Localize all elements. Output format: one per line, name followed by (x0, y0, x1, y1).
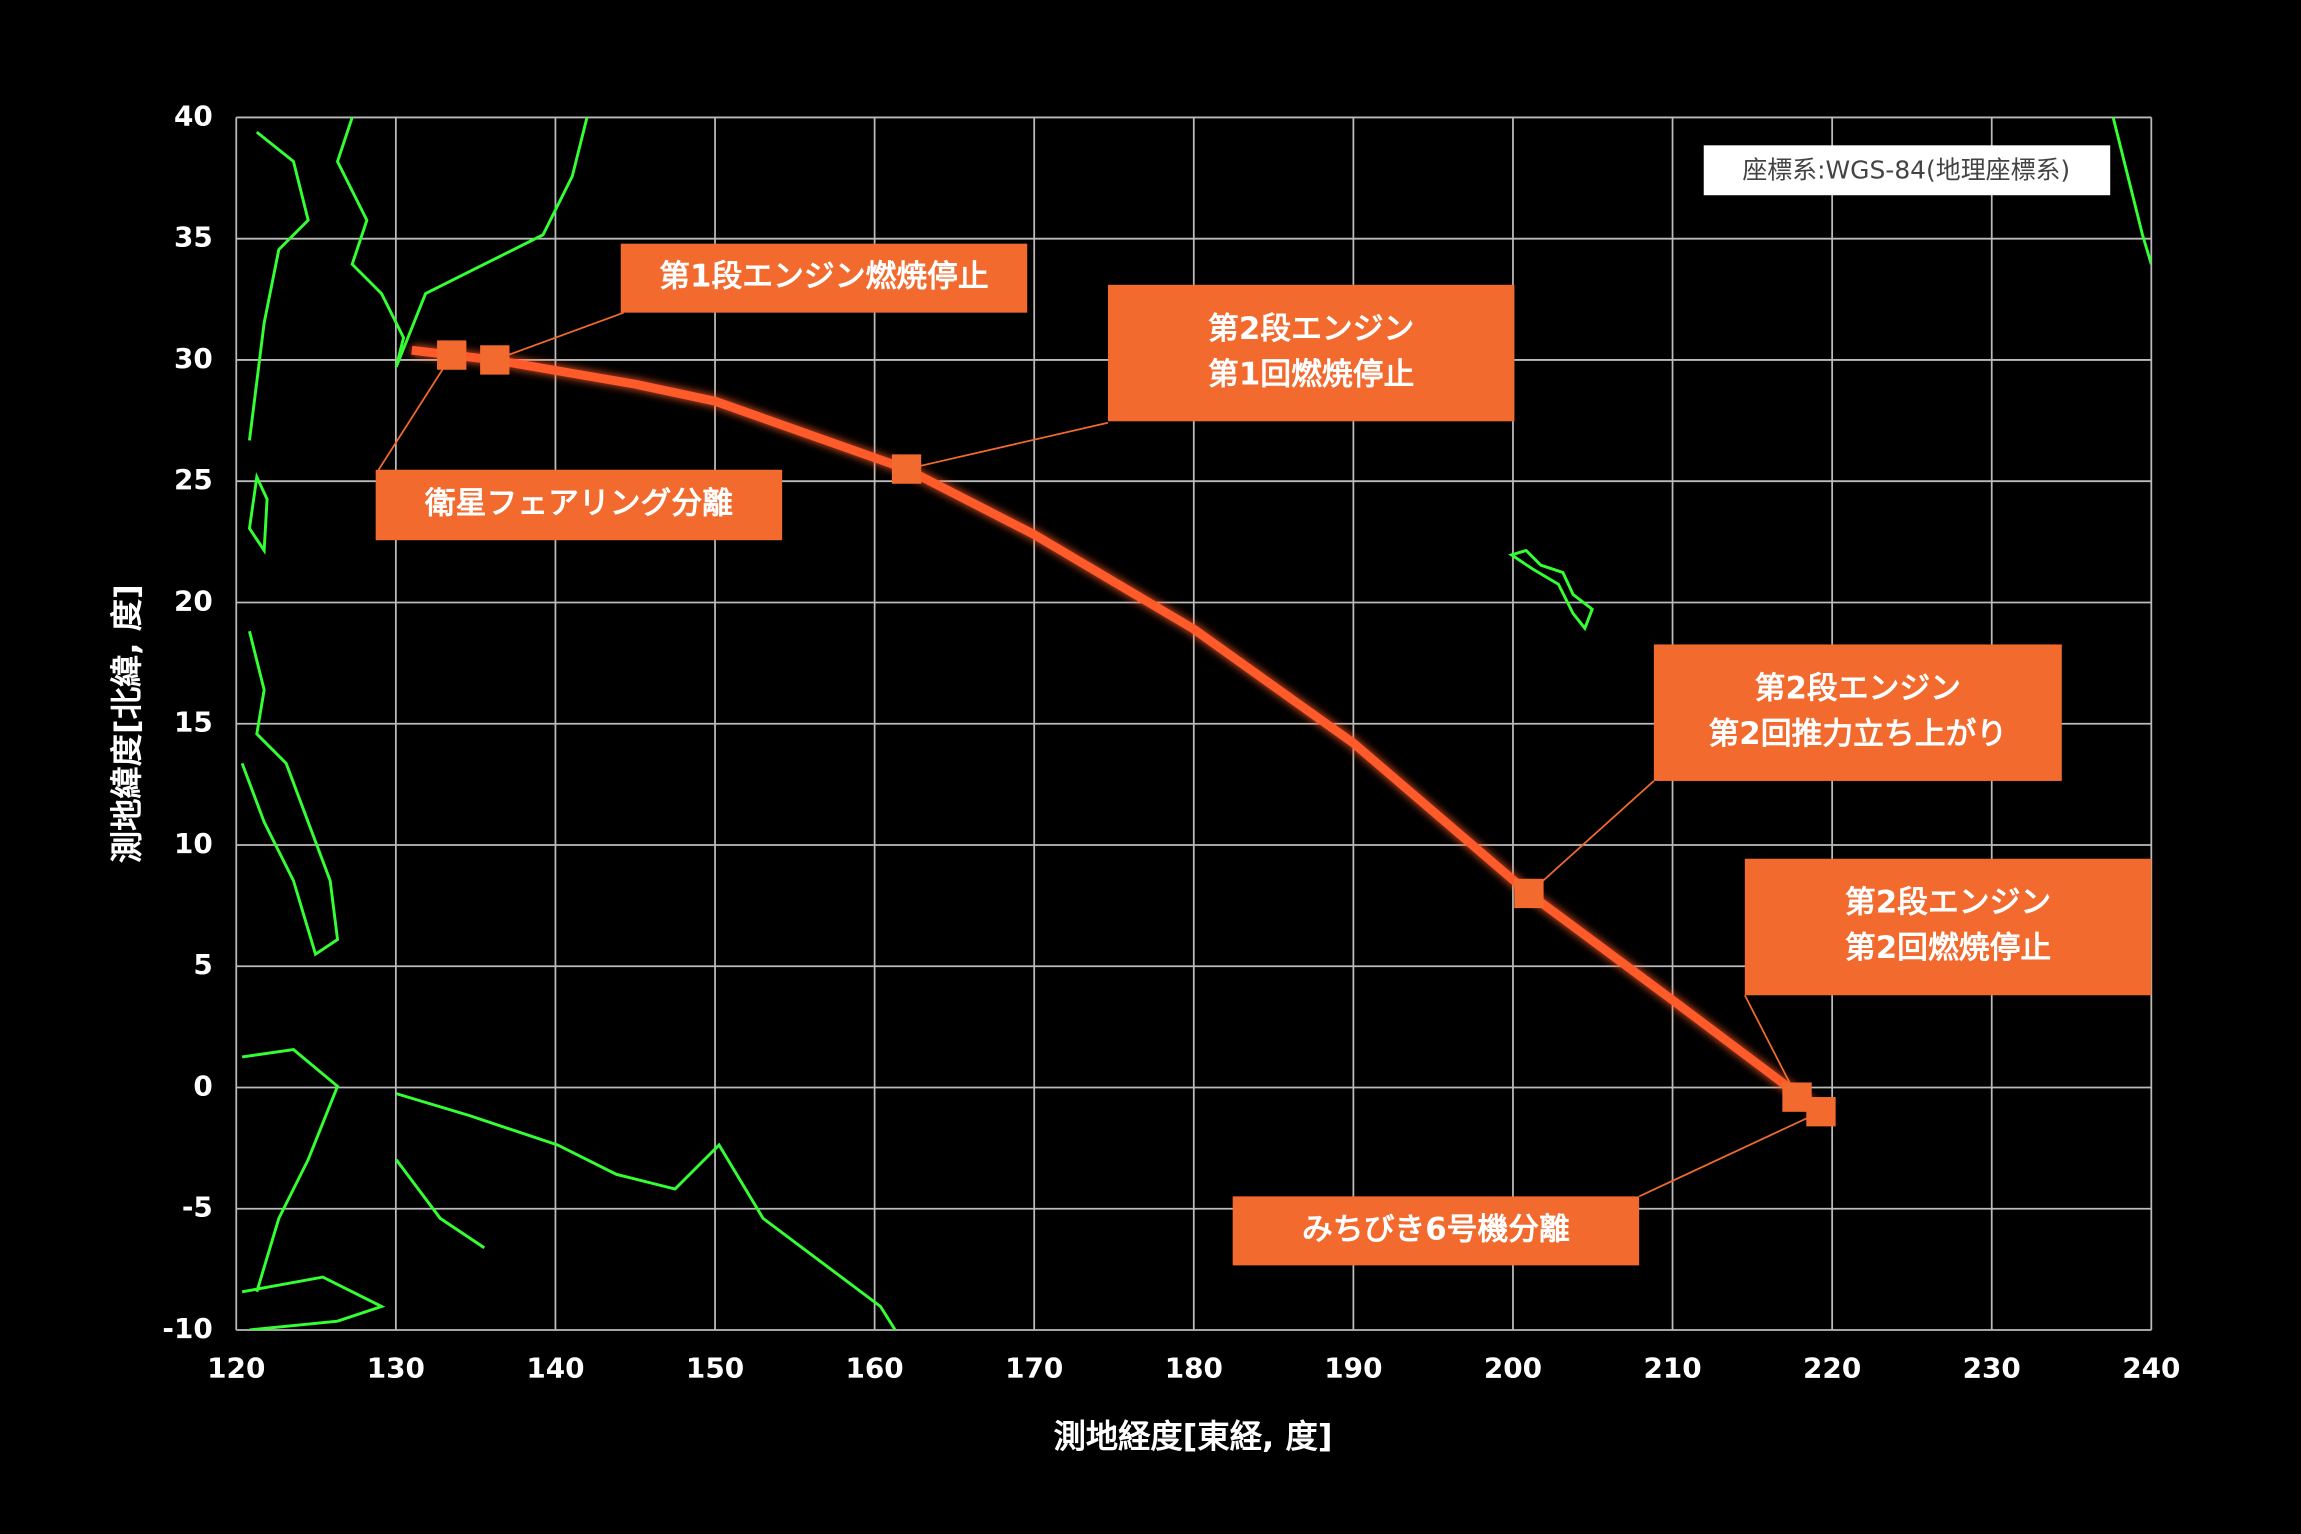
event-marker (437, 340, 467, 370)
y-tick-label: 15 (174, 706, 213, 739)
annotation-box (375, 469, 783, 541)
y-tick-label: 10 (174, 827, 213, 860)
coastline (1508, 548, 1594, 632)
coastline (248, 130, 310, 441)
y-tick-label: 35 (174, 221, 213, 254)
leader-line (377, 354, 453, 471)
y-tick-label: 5 (193, 948, 212, 981)
note: 座標系:WGS-84(地理座標系) (1742, 156, 2070, 185)
coastline (241, 1275, 386, 1330)
annotation-text: 第2段エンジン (1845, 885, 2051, 921)
y-tick-label: -10 (162, 1312, 212, 1345)
event-marker (891, 454, 922, 484)
trajectory (411, 345, 1824, 1116)
leader-line (1638, 1110, 1822, 1198)
x-tick-label: 180 (1165, 1352, 1223, 1385)
annotation-box (1653, 644, 2062, 781)
annotation-text: 衛星フェアリング分離 (424, 485, 733, 521)
annotation-box (1744, 858, 2152, 996)
x-tick-label: 240 (2122, 1352, 2180, 1385)
annotation-box (620, 243, 1028, 313)
x-axis-label: 測地経度[東経, 度] (1054, 1418, 1333, 1456)
x-tick-label: 120 (207, 1352, 265, 1385)
event-marker (1514, 878, 1544, 909)
coastline (2111, 117, 2152, 265)
coastlines (240, 117, 2152, 1330)
coastline (241, 1048, 340, 1293)
annotation-box (1232, 1196, 1640, 1266)
annotation-text: 第1段エンジン燃焼停止 (659, 259, 989, 295)
x-tick-label: 210 (1643, 1352, 1701, 1385)
leader-line (494, 311, 624, 361)
event-marker (480, 345, 510, 375)
x-tick-label: 140 (526, 1352, 584, 1385)
coastline (395, 1092, 897, 1330)
x-tick-label: 200 (1484, 1352, 1542, 1385)
annotation-text: 第2回推力立ち上がり (1708, 716, 2007, 752)
annotation-text: 第2回燃焼停止 (1845, 930, 2051, 966)
y-tick-label: -5 (182, 1191, 213, 1224)
annotation-text: 第2段エンジン (1208, 311, 1414, 347)
y-tick-label: 30 (174, 342, 213, 375)
annotation-text: 第2段エンジン (1755, 670, 1961, 706)
leader-line (1744, 994, 1798, 1098)
y-axis-label: 測地緯度[北緯, 度] (108, 584, 146, 863)
y-tick-label: 25 (174, 463, 213, 496)
x-tick-label: 170 (1005, 1352, 1063, 1385)
event-marker (1806, 1097, 1836, 1127)
coastline (240, 630, 340, 957)
y-tick-label: 20 (174, 584, 213, 617)
y-tick-label: 0 (193, 1069, 212, 1102)
y-tick-label: 40 (174, 99, 213, 132)
x-tick-label: 130 (367, 1352, 425, 1385)
x-tick-label: 190 (1324, 1352, 1382, 1385)
note-box (1703, 145, 2111, 196)
x-tick-label: 160 (846, 1352, 904, 1385)
coastline (247, 471, 269, 555)
annotation-box (1107, 284, 1515, 422)
x-tick-label: 220 (1803, 1352, 1861, 1385)
annotation-text: 第1回燃焼停止 (1208, 356, 1414, 392)
coastline (335, 117, 589, 368)
annotation-text: みちびき6号機分離 (1302, 1211, 1570, 1247)
x-tick-label: 230 (1963, 1352, 2021, 1385)
leader-line (906, 421, 1109, 470)
x-tick-label: 150 (686, 1352, 744, 1385)
leader-line (1528, 780, 1655, 895)
